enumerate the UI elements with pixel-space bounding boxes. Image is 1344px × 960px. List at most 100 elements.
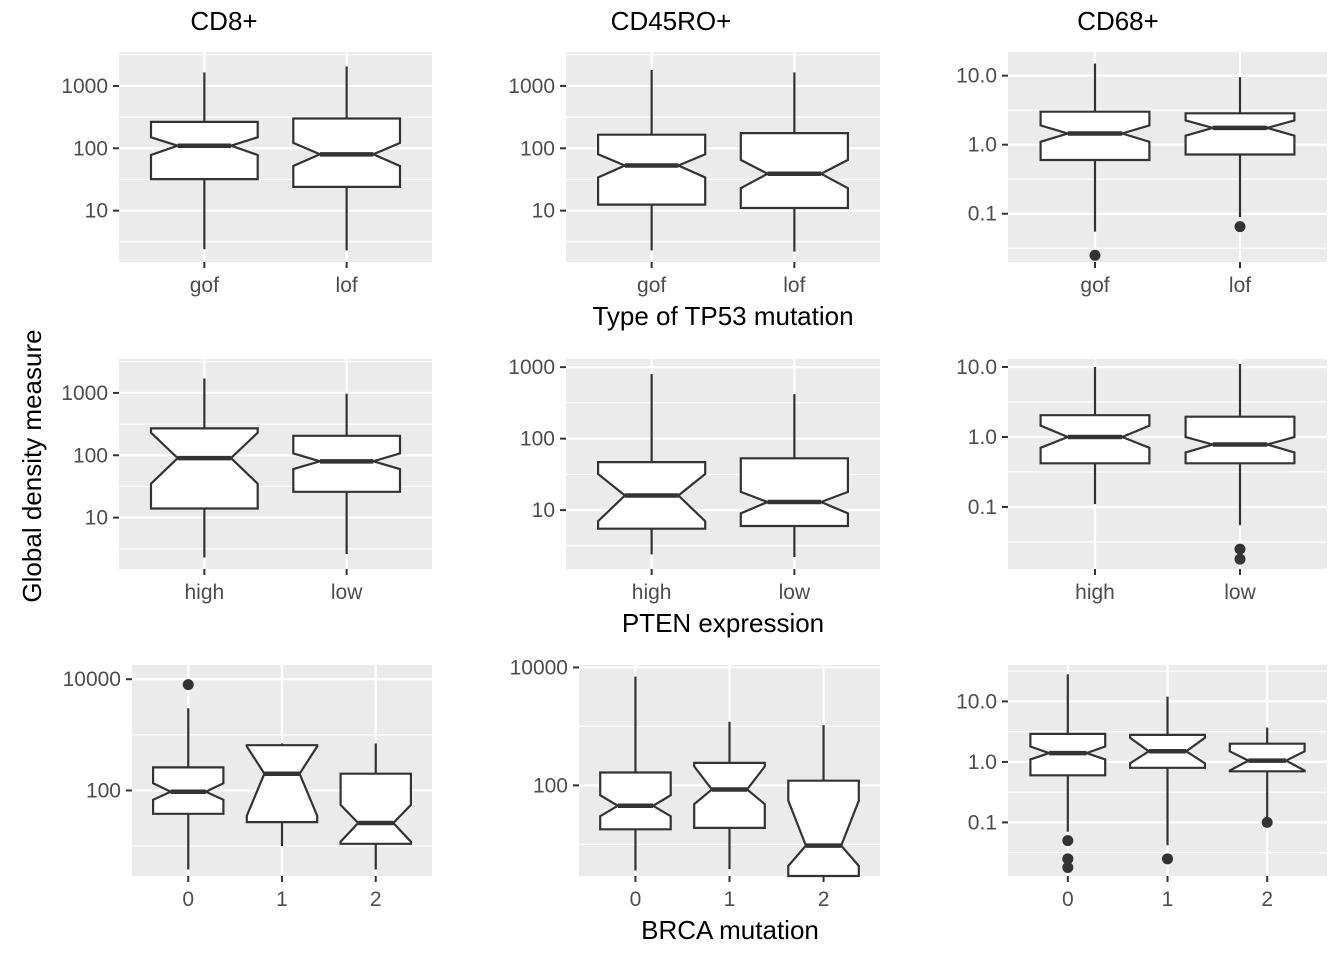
x-tick-label: lof	[336, 274, 358, 297]
y-tick-label: 100	[86, 779, 121, 802]
y-tick-label: 1.0	[968, 134, 997, 157]
x-tick-label: 2	[818, 888, 830, 911]
outlier-point	[1062, 835, 1074, 847]
y-tick-label: 1.0	[968, 426, 997, 449]
panel-4: 10 100 1000 high low	[61, 359, 432, 604]
box-2	[787, 725, 860, 878]
y-tick-label: 10000	[63, 668, 121, 691]
box-low	[739, 394, 850, 558]
y-tick-label: 1000	[508, 356, 555, 379]
notched-box	[693, 761, 766, 830]
panel-9: 0.1 1.0 10.0 0 1 2	[956, 665, 1327, 911]
panel-5: 10 100 1000 high low	[508, 356, 880, 604]
y-tick-label: 100	[73, 444, 108, 467]
notched-box	[1184, 112, 1296, 156]
x-axis-title-row3: BRCA mutation	[641, 915, 819, 945]
outlier-point	[1234, 221, 1246, 233]
notched-box	[1039, 414, 1151, 465]
x-tick-label: 0	[1062, 888, 1074, 911]
y-tick-label: 10	[85, 200, 108, 223]
panel-8: 100 10000 0 1 2	[510, 656, 880, 911]
outlier-point	[1261, 816, 1273, 828]
x-tick-label: 1	[724, 888, 736, 911]
panel-7: 100 10000 0 1 2	[63, 665, 432, 911]
y-tick-label: 10	[85, 507, 108, 530]
box-1	[1128, 696, 1207, 865]
x-tick-label: low	[779, 581, 811, 604]
panel-3: 0.1 1.0 10.0 gof lof	[956, 52, 1327, 297]
notched-box	[1184, 415, 1296, 465]
notched-box	[739, 457, 850, 528]
y-tick-label: 10.0	[956, 65, 997, 88]
y-tick-label: 100	[520, 428, 555, 451]
box-lof	[1184, 77, 1296, 233]
notched-box	[292, 434, 402, 493]
y-tick-label: 1000	[508, 75, 555, 98]
notched-box	[596, 133, 707, 206]
outlier-point	[182, 679, 194, 691]
box-2	[339, 743, 412, 870]
y-tick-label: 10	[532, 200, 555, 223]
y-tick-label: 1.0	[968, 751, 997, 774]
x-tick-label: 2	[370, 888, 382, 911]
box-1	[693, 721, 766, 870]
box-2	[1228, 727, 1306, 828]
notched-box	[739, 132, 850, 210]
box-0	[599, 676, 672, 871]
panel-1: 10 100 1000 gof lof	[61, 52, 432, 297]
notched-box	[1039, 110, 1151, 162]
outlier-point	[1062, 853, 1074, 865]
y-tick-label: 10	[532, 499, 555, 522]
box-0	[1029, 674, 1107, 873]
notched-box	[245, 744, 319, 824]
box-lof	[739, 72, 850, 252]
box-gof	[1039, 63, 1151, 261]
box-low	[292, 393, 402, 555]
notched-box	[339, 772, 412, 845]
y-tick-label: 10000	[510, 656, 568, 679]
x-axis-title-row2: PTEN expression	[622, 608, 824, 638]
y-tick-label: 0.1	[968, 496, 997, 519]
box-1	[245, 743, 319, 847]
panel-2: 10 100 1000 gof lof	[508, 52, 880, 297]
y-tick-label: 10.0	[956, 356, 997, 379]
column-title-cd8: CD8+	[190, 6, 257, 36]
notched-box	[599, 771, 672, 831]
x-tick-label: low	[331, 581, 363, 604]
notched-box	[149, 120, 259, 181]
x-tick-label: low	[1224, 581, 1256, 604]
x-tick-label: gof	[637, 274, 666, 297]
y-tick-label: 100	[73, 137, 108, 160]
x-tick-label: high	[1075, 581, 1115, 604]
y-tick-label: 1000	[61, 75, 108, 98]
outlier-point	[1234, 543, 1246, 555]
x-tick-label: 0	[182, 888, 194, 911]
y-tick-label: 0.1	[968, 203, 997, 226]
box-gof	[149, 72, 259, 250]
box-lof	[292, 66, 402, 251]
box-gof	[596, 70, 707, 251]
column-title-cd68: CD68+	[1077, 6, 1159, 36]
x-tick-label: 2	[1261, 888, 1273, 911]
y-tick-label: 100	[533, 774, 568, 797]
outlier-point	[1062, 861, 1074, 873]
box-high	[596, 374, 707, 555]
notched-box	[1228, 742, 1306, 773]
x-axis-title-row1: Type of TP53 mutation	[592, 301, 853, 331]
y-axis-title: Global density measure	[17, 329, 47, 602]
column-title-cd45ro: CD45RO+	[611, 6, 732, 36]
y-tick-label: 0.1	[968, 811, 997, 834]
notched-box	[787, 779, 860, 878]
x-tick-label: high	[632, 581, 672, 604]
x-tick-label: high	[185, 581, 225, 604]
x-tick-label: 0	[630, 888, 642, 911]
notched-box	[149, 427, 259, 510]
y-tick-label: 100	[520, 137, 555, 160]
x-tick-label: lof	[1229, 274, 1251, 297]
outlier-point	[1162, 853, 1173, 865]
x-tick-label: gof	[1080, 274, 1109, 297]
x-tick-label: gof	[190, 274, 219, 297]
box-low	[1184, 364, 1296, 565]
